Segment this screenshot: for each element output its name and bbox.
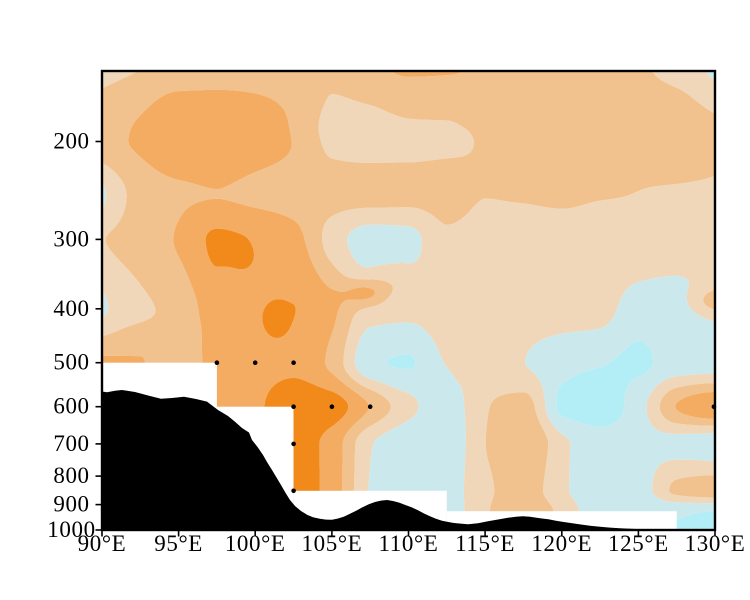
svg-text:200: 200	[53, 129, 89, 154]
svg-text:400: 400	[53, 296, 89, 321]
svg-text:500: 500	[53, 350, 89, 375]
svg-text:300: 300	[53, 226, 89, 251]
svg-text:105°E: 105°E	[302, 531, 363, 556]
svg-text:100°E: 100°E	[225, 531, 286, 556]
svg-text:700: 700	[53, 431, 89, 456]
svg-text:95°E: 95°E	[154, 531, 203, 556]
svg-text:90°E: 90°E	[78, 531, 127, 556]
svg-text:800: 800	[53, 463, 89, 488]
svg-text:115°E: 115°E	[455, 531, 515, 556]
svg-text:900: 900	[53, 492, 89, 517]
svg-text:600: 600	[53, 394, 89, 419]
svg-text:110°E: 110°E	[379, 531, 439, 556]
svg-text:1000: 1000	[47, 517, 95, 542]
svg-text:125°E: 125°E	[608, 531, 669, 556]
svg-text:120°E: 120°E	[531, 531, 592, 556]
svg-text:130°E: 130°E	[685, 531, 746, 556]
